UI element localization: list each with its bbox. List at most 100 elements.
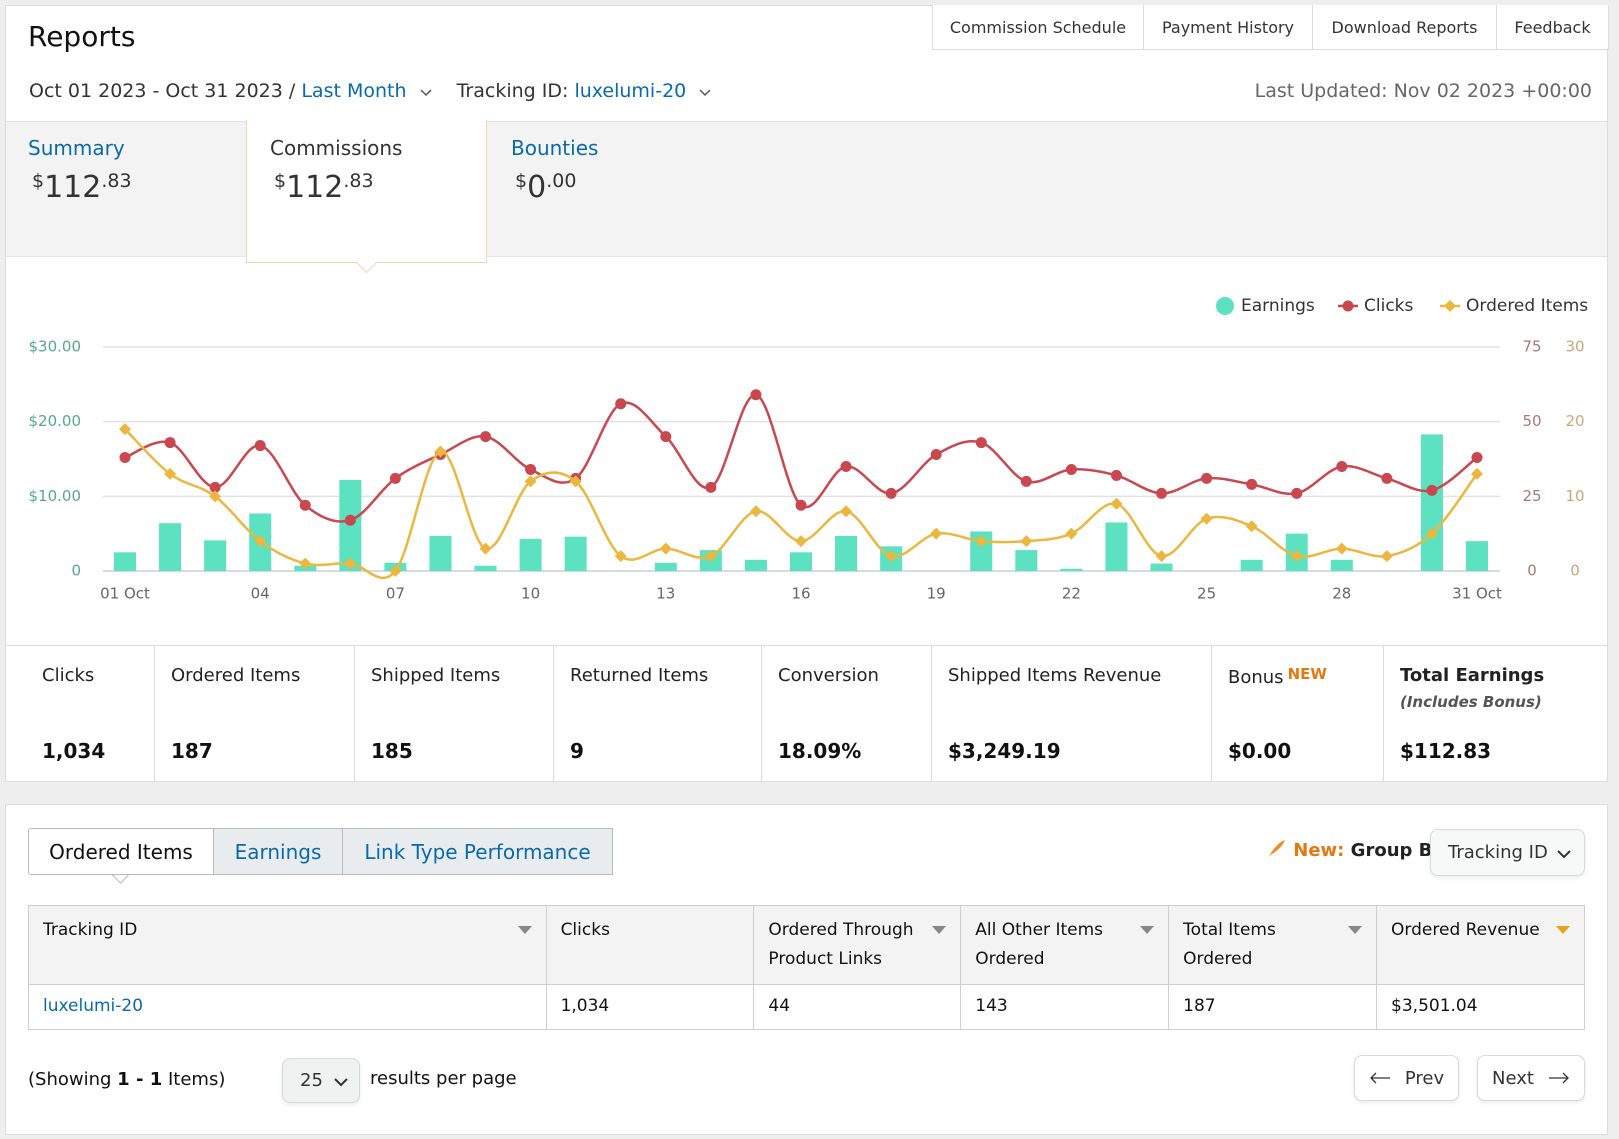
amount-whole: 0 (527, 170, 547, 205)
stat-label-text: Returned Items (570, 665, 709, 686)
y-tick-label: $10.00 (29, 487, 82, 505)
x-tick-label: 31 Oct (1452, 585, 1502, 603)
point (1110, 469, 1122, 481)
nav-button[interactable]: Payment History (1143, 5, 1313, 50)
amount-fraction: .83 (343, 170, 374, 192)
bar (114, 552, 136, 571)
column-header[interactable]: Ordered Through Product Links (753, 905, 962, 985)
bar (1240, 559, 1263, 571)
y-tick-label: $30.00 (29, 338, 82, 356)
bar (1330, 559, 1353, 571)
point (254, 535, 267, 548)
point (209, 481, 221, 493)
sort-caret (932, 926, 947, 934)
bar (519, 538, 542, 571)
stat-cell: Conversion 18.09% (762, 646, 932, 782)
bar (654, 562, 677, 571)
stat-value: $0.00 (1228, 739, 1292, 763)
x-tick-label: 16 (791, 585, 810, 603)
y-tick-label: 75 (1522, 338, 1541, 356)
stat-value: 187 (171, 739, 213, 763)
stat-value: 1,034 (42, 739, 106, 763)
point (615, 398, 627, 410)
point (885, 550, 898, 563)
nav-button[interactable]: Commission Schedule (932, 5, 1144, 50)
point (299, 499, 311, 511)
column-header[interactable]: Ordered Revenue (1376, 905, 1585, 985)
stat-cell: Total Earnings (Includes Bonus) $112.83 (1384, 646, 1608, 782)
stat-cell: Bonus NEW $0.00 (1212, 646, 1384, 782)
point (299, 557, 312, 570)
date-bar: Oct 01 2023 - Oct 31 2023 / Last Month T… (29, 80, 712, 102)
next-button[interactable]: Next (1477, 1055, 1585, 1101)
new-label: New: (1293, 840, 1345, 861)
currency: $ (274, 170, 287, 192)
point (975, 535, 988, 548)
nav-button[interactable]: Download Reports (1312, 5, 1497, 50)
y-tick-label: 30 (1565, 338, 1584, 356)
amount-fraction: .83 (101, 170, 132, 192)
x-tick-label: 07 (386, 585, 405, 603)
y-tick-label: 20 (1565, 412, 1584, 430)
chevron (699, 89, 711, 97)
x-tick-label: 01 Oct (100, 585, 150, 603)
column-header[interactable]: Total Items Ordered (1168, 905, 1378, 985)
tracking-label: Tracking ID: (456, 80, 569, 102)
point (164, 437, 176, 449)
point (659, 542, 672, 555)
stat-value: $3,249.19 (948, 739, 1061, 763)
point (930, 527, 943, 540)
bar (1060, 568, 1083, 571)
report-tab[interactable]: Link Type Performance (343, 828, 613, 875)
y-tick-label: 25 (1522, 487, 1541, 505)
column-header[interactable]: Clicks (545, 905, 755, 985)
tracking-select[interactable]: luxelumi-20 (574, 80, 687, 102)
point (389, 472, 401, 484)
point (1155, 550, 1168, 563)
tab-label[interactable]: Commissions (270, 136, 403, 160)
point (614, 550, 627, 563)
bar (474, 565, 497, 571)
prev-button[interactable]: Prev (1354, 1055, 1459, 1101)
point (1065, 527, 1078, 540)
point (1156, 487, 1168, 499)
point (749, 505, 762, 518)
bar (1105, 522, 1128, 571)
stat-note: (Includes Bonus) (1400, 693, 1542, 711)
legend-label: Earnings (1241, 296, 1315, 316)
column-header[interactable]: All Other Items Ordered (960, 905, 1170, 985)
report-tab[interactable]: Ordered Items (28, 828, 214, 875)
amount-whole: 112 (44, 170, 102, 205)
period-select[interactable]: Last Month (301, 80, 407, 102)
table-cell: 143 (960, 984, 1170, 1030)
group-by-select[interactable]: Tracking ID (1430, 829, 1585, 876)
table-cell: 187 (1168, 984, 1378, 1030)
chevron (1557, 850, 1571, 859)
sort-caret (1348, 926, 1363, 934)
stat-label-text: Shipped Items Revenue (948, 665, 1162, 686)
y-tick-label: 0 (1570, 562, 1580, 580)
table-cell[interactable]: luxelumi-20 (28, 984, 547, 1030)
x-tick-label: 04 (251, 585, 270, 603)
point (1020, 475, 1032, 487)
prev-label: Prev (1404, 1067, 1445, 1089)
point (569, 475, 582, 488)
stat-label: Total Earnings (1400, 665, 1544, 686)
column-header[interactable]: Tracking ID (28, 905, 547, 985)
tab-label[interactable]: Summary (28, 136, 125, 160)
point (525, 463, 537, 475)
point (389, 565, 402, 577)
group-by-label: Group By: (1350, 840, 1452, 861)
column-header-text: Ordered Through Product Links (768, 920, 914, 969)
page-title: Reports (28, 20, 136, 53)
stats-divider (6, 645, 1607, 646)
rocket-icon (1268, 840, 1285, 857)
nav-button[interactable]: Feedback (1496, 5, 1609, 50)
stat-value: 18.09% (778, 739, 862, 763)
per-page-select[interactable]: 25 (282, 1058, 360, 1103)
point (344, 557, 357, 570)
tab-label[interactable]: Bounties (511, 136, 599, 160)
bar (744, 559, 767, 571)
group-by-value: Tracking ID (1448, 842, 1548, 863)
report-tab[interactable]: Earnings (214, 828, 343, 875)
